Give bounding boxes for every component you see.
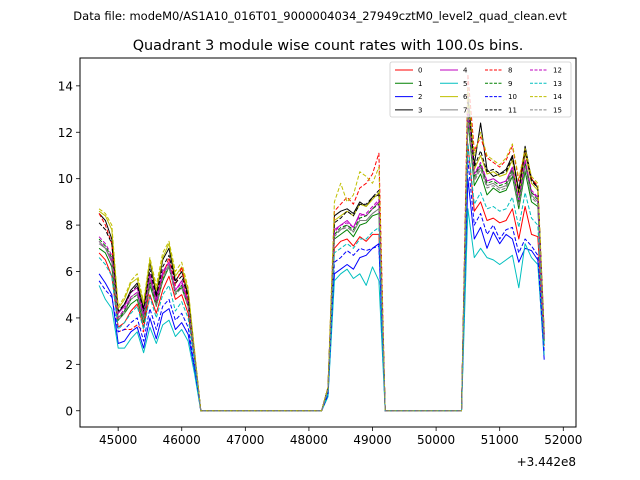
y-tick-label: 0 — [65, 404, 73, 418]
x-offset-label: +3.442e8 — [517, 455, 576, 469]
y-tick-label: 8 — [65, 219, 73, 233]
y-axis: 0 2 4 6 8 10 12 14 — [58, 79, 80, 418]
y-tick-label: 6 — [65, 265, 73, 279]
x-tick-label: 50000 — [417, 433, 455, 447]
x-tick-label: 49000 — [353, 433, 391, 447]
legend-label-4: 4 — [463, 67, 468, 75]
legend-label-10: 10 — [508, 93, 517, 101]
x-axis: 45000 46000 47000 48000 49000 50000 51000 52000 — [99, 427, 582, 447]
x-tick-label: 45000 — [99, 433, 137, 447]
legend-label-8: 8 — [508, 67, 512, 75]
series-line-2 — [98, 178, 545, 412]
legend-label-3: 3 — [418, 106, 422, 114]
y-tick-label: 14 — [58, 79, 73, 93]
series-line-5 — [98, 208, 545, 412]
series-line-12 — [98, 108, 545, 412]
legend-label-11: 11 — [508, 106, 517, 114]
x-tick-label: 46000 — [163, 433, 201, 447]
legend-label-12: 12 — [553, 67, 562, 75]
legend-label-15: 15 — [553, 106, 562, 114]
legend-label-0: 0 — [418, 67, 422, 75]
y-tick-label: 4 — [65, 311, 73, 325]
x-tick-label: 47000 — [226, 433, 264, 447]
series-line-13 — [98, 143, 545, 412]
plot-area — [79, 57, 577, 428]
legend-box — [389, 61, 572, 118]
chart-title: Quadrant 3 module wise count rates with … — [133, 38, 524, 54]
x-tick-label: 52000 — [544, 433, 582, 447]
axes-frame — [79, 57, 577, 428]
legend-label-13: 13 — [553, 80, 562, 88]
legend-label-14: 14 — [553, 93, 562, 101]
series-layer — [98, 73, 545, 412]
series-line-8 — [98, 73, 545, 412]
y-tick-label: 10 — [58, 172, 73, 186]
legend-label-2: 2 — [418, 93, 422, 101]
series-line-6 — [98, 101, 545, 412]
legend-label-5: 5 — [463, 80, 467, 88]
y-tick-label: 12 — [58, 126, 73, 140]
legend-label-6: 6 — [463, 93, 468, 101]
y-tick-label: 2 — [65, 358, 73, 372]
x-tick-label: 51000 — [481, 433, 519, 447]
legend-label-9: 9 — [508, 80, 512, 88]
series-line-15 — [98, 115, 545, 412]
legend-label-7: 7 — [463, 106, 467, 114]
x-tick-label: 48000 — [290, 433, 328, 447]
series-line-0 — [98, 143, 545, 412]
legend-label-1: 1 — [418, 80, 422, 88]
chart-suptitle: Data file: modeM0/AS1A10_016T01_90000040… — [73, 9, 567, 23]
series-line-4 — [98, 108, 545, 412]
